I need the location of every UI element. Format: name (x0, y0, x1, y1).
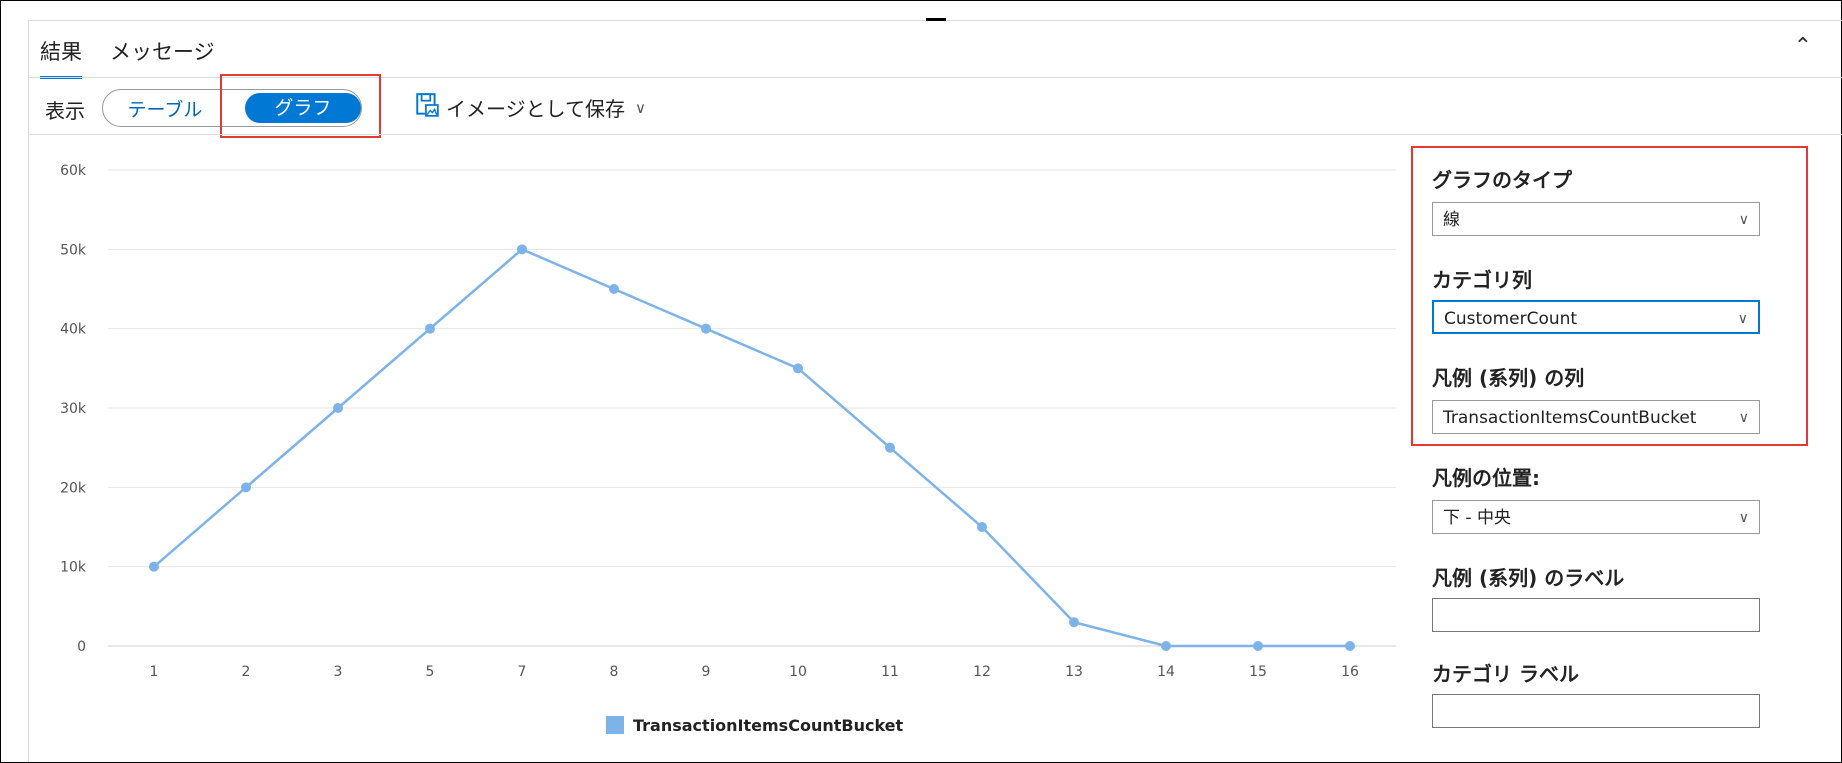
chart-type-label: グラフのタイプ (1432, 168, 1572, 192)
data-point (1161, 641, 1171, 651)
x-tick-label: 11 (881, 664, 899, 680)
x-tick-label: 12 (973, 664, 991, 680)
data-point (333, 403, 343, 413)
highlight-box-graph (220, 74, 381, 138)
y-tick-label: 0 (77, 639, 86, 655)
y-tick-label: 30k (60, 401, 87, 417)
legend-swatch (606, 716, 624, 734)
chart-type-value: 線 (1443, 210, 1460, 230)
legend-column-select[interactable]: TransactionItemsCountBucket ∨ (1432, 400, 1760, 434)
data-point (1345, 641, 1355, 651)
legend-position-select[interactable]: 下 - 中央 ∨ (1432, 500, 1760, 534)
y-tick-label: 50k (60, 242, 87, 258)
data-point (517, 244, 527, 255)
data-point (1069, 617, 1079, 628)
category-column-label: カテゴリ列 (1432, 268, 1532, 292)
legend-position-value: 下 - 中央 (1443, 508, 1511, 528)
data-point (241, 482, 251, 493)
y-tick-label: 60k (60, 163, 87, 179)
legend-label-input[interactable] (1432, 598, 1760, 632)
chevron-down-icon: ∨ (1737, 311, 1748, 327)
category-label-input[interactable] (1432, 694, 1760, 728)
category-column-value: CustomerCount (1444, 309, 1578, 329)
toolbar-divider (28, 134, 1842, 135)
resize-handle[interactable] (926, 18, 946, 21)
data-point (701, 323, 711, 334)
chevron-down-icon: ∨ (635, 98, 646, 117)
y-tick-label: 20k (60, 480, 87, 496)
save-image-icon (414, 92, 440, 123)
x-tick-label: 1 (150, 664, 159, 680)
category-label-label: カテゴリ ラベル (1432, 662, 1579, 686)
x-tick-label: 15 (1249, 664, 1267, 680)
legend-column-value: TransactionItemsCountBucket (1443, 408, 1697, 428)
chevron-down-icon: ∨ (1738, 510, 1749, 526)
toggle-table[interactable]: テーブル (127, 98, 203, 121)
x-tick-label: 5 (426, 664, 435, 680)
chevron-down-icon: ∨ (1738, 410, 1749, 426)
data-point (425, 323, 435, 334)
chevron-down-icon: ∨ (1738, 212, 1749, 228)
legend-column-label: 凡例 (系列) の列 (1432, 366, 1585, 390)
chart-type-select[interactable]: 線 ∨ (1432, 202, 1760, 236)
legend-position-label: 凡例の位置: (1432, 466, 1540, 490)
x-tick-label: 2 (242, 664, 251, 680)
x-tick-label: 3 (334, 664, 343, 680)
x-tick-label: 13 (1065, 664, 1083, 680)
tab-messages[interactable]: メッセージ (110, 40, 215, 64)
series-line (153, 247, 1350, 648)
toggle-graph[interactable]: グラフ (244, 93, 361, 123)
y-tick-label: 40k (60, 322, 87, 338)
tab-divider (28, 77, 1842, 78)
x-tick-label: 7 (518, 664, 527, 680)
x-tick-label: 8 (610, 664, 619, 680)
left-rail (28, 20, 29, 762)
tab-results[interactable]: 結果 (40, 36, 82, 79)
data-point (977, 522, 987, 532)
highlight-box-settings (1411, 146, 1808, 446)
view-label: 表示 (45, 99, 85, 123)
view-toggle[interactable]: テーブル グラフ (102, 89, 362, 127)
chevron-up-icon[interactable]: ⌃ (1793, 34, 1812, 59)
x-tick-label: 16 (1341, 664, 1359, 680)
data-point (149, 561, 159, 572)
x-tick-label: 14 (1157, 664, 1175, 680)
data-point (793, 363, 803, 374)
result-tabs: 結果 メッセージ (40, 36, 215, 79)
data-point (885, 442, 895, 453)
save-as-image-button[interactable]: イメージとして保存 ∨ (414, 92, 646, 123)
data-point (609, 284, 619, 294)
x-tick-label: 9 (702, 664, 711, 680)
legend-label: TransactionItemsCountBucket (633, 716, 904, 735)
category-column-select[interactable]: CustomerCount ∨ (1432, 300, 1760, 334)
legend-label-label: 凡例 (系列) のラベル (1432, 566, 1625, 590)
data-point (1253, 641, 1263, 651)
save-as-image-label: イメージとして保存 (446, 97, 625, 121)
x-tick-label: 10 (789, 664, 807, 680)
y-tick-label: 10k (60, 560, 87, 576)
